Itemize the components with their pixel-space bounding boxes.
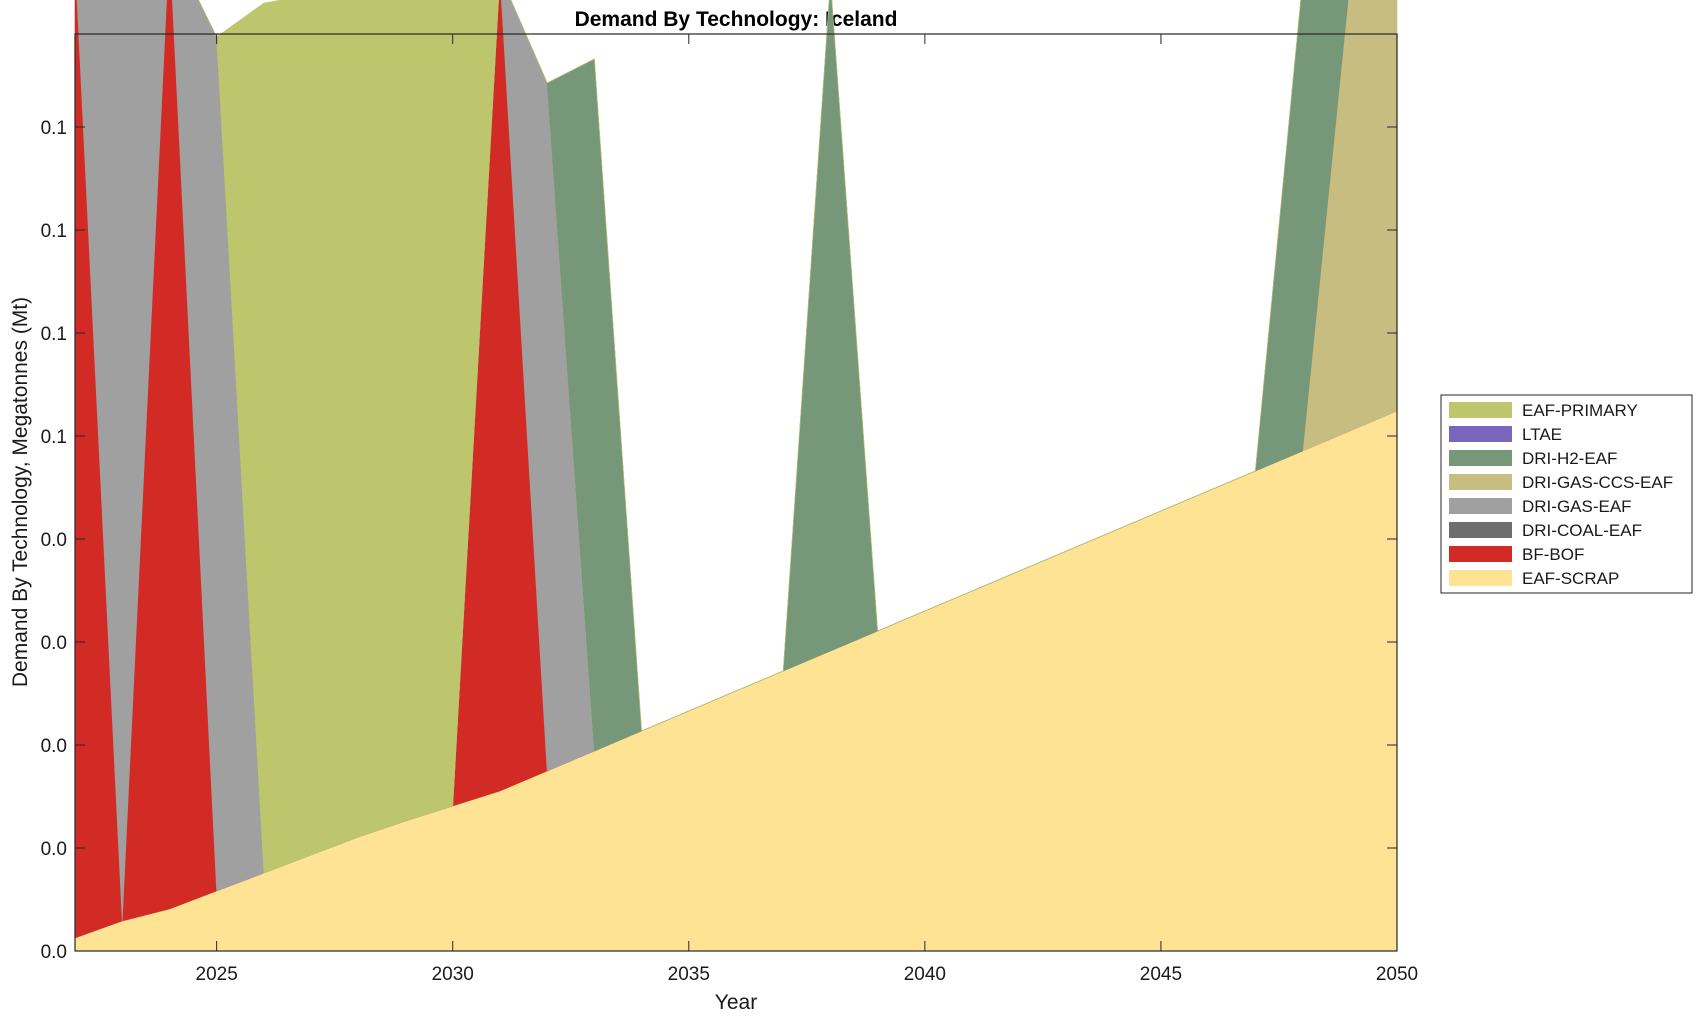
legend: EAF-PRIMARY LTAE DRI-H2-EAF DRI-GAS-CCS-EAF… [1440, 394, 1693, 594]
legend-swatch-eaf-scrap [1449, 570, 1512, 586]
x-tick-label: 2030 [432, 964, 474, 985]
legend-swatch-dri-h2-eaf [1449, 450, 1512, 466]
legend-label-dri-h2-eaf: DRI-H2-EAF [1522, 449, 1617, 468]
y-tick-label: 0.1 [41, 221, 67, 242]
x-axis-label: Year [715, 991, 757, 1014]
legend-swatch-dri-gas-ccs-eaf [1449, 474, 1512, 490]
x-tick-label: 2045 [1140, 964, 1182, 985]
legend-label-bf-bof: BF-BOF [1522, 545, 1584, 564]
x-tick-label: 2025 [196, 964, 238, 985]
x-tick-label: 2050 [1376, 964, 1418, 985]
x-tick-label: 2040 [904, 964, 946, 985]
y-tick-label: 0.0 [41, 736, 67, 757]
y-tick-label: 0.0 [41, 530, 67, 551]
legend-swatch-eaf-primary [1449, 402, 1512, 418]
legend-swatch-bf-bof [1449, 546, 1512, 562]
plot-frame [74, 33, 1398, 952]
y-axis-ticks: 0.0 0.0 0.0 0.0 0.0 0.1 0.1 0.1 0.1 [41, 118, 1397, 963]
y-tick-label: 0.1 [41, 324, 67, 345]
legend-label-ltae: LTAE [1522, 425, 1562, 444]
y-axis-label: Demand By Technology, Megatonnes (Mt) [9, 297, 32, 687]
x-axis-ticks: 2025 2030 2035 2040 2045 2050 [196, 34, 1418, 985]
legend-label-eaf-primary: EAF-PRIMARY [1522, 401, 1638, 420]
y-tick-label: 0.1 [41, 118, 67, 139]
x-tick-label: 2035 [668, 964, 710, 985]
legend-label-dri-gas-eaf: DRI-GAS-EAF [1522, 497, 1632, 516]
legend-label-dri-coal-eaf: DRI-COAL-EAF [1522, 521, 1642, 540]
y-tick-label: 0.1 [41, 427, 67, 448]
legend-label-dri-gas-ccs-eaf: DRI-GAS-CCS-EAF [1522, 473, 1673, 492]
legend-label-eaf-scrap: EAF-SCRAP [1522, 569, 1619, 588]
y-tick-label: 0.0 [41, 633, 67, 654]
chart-title: Demand By Technology: Iceland [575, 8, 898, 31]
legend-swatch-dri-coal-eaf [1449, 522, 1512, 538]
legend-swatch-dri-gas-eaf [1449, 498, 1512, 514]
y-tick-label: 0.0 [41, 942, 67, 963]
legend-swatch-ltae [1449, 426, 1512, 442]
area-eaf-primary [198, 0, 1302, 874]
y-tick-label: 0.0 [41, 839, 67, 860]
